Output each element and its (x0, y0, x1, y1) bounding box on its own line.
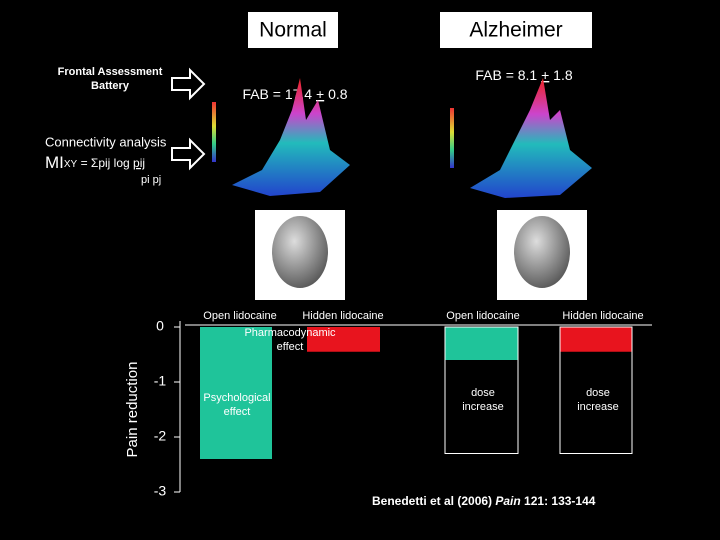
y-axis-label: Pain reduction (124, 362, 141, 458)
header-box (248, 12, 338, 48)
citation-part: Benedetti et al (2006) (372, 494, 495, 508)
surface-plot (212, 78, 350, 196)
bar (200, 327, 272, 459)
arrow (171, 137, 206, 171)
y-tick-label: -3 (154, 483, 167, 499)
formula-part: XY (64, 159, 78, 170)
bar-outline (444, 326, 519, 454)
formula: MIXY = Σpij log pij (45, 153, 145, 172)
header: Alzheimer (469, 19, 562, 42)
fab-pm: + (541, 67, 549, 83)
formula-part: = (77, 156, 91, 170)
y-tick-label: -1 (154, 373, 167, 389)
head (272, 216, 328, 288)
y-tick-label: -2 (154, 428, 167, 444)
arrow (171, 67, 206, 101)
annotation: Psychological (203, 392, 270, 404)
bar (307, 327, 380, 352)
annotation: dose (586, 387, 610, 399)
fab-text: FAB = 8.1 (475, 67, 541, 83)
y-tick-label: 0 (156, 318, 164, 334)
connectivity-label: Connectivity analysis (45, 134, 167, 149)
citation-part: Pain (495, 494, 520, 508)
head (514, 216, 570, 288)
fab-label: Battery (91, 80, 130, 92)
formula-part: MI (45, 153, 64, 172)
x-tick-label: Open lidocaine (446, 310, 519, 322)
formula-part: pi pj (141, 174, 161, 186)
citation: Benedetti et al (2006) Pain 121: 133-144 (372, 494, 596, 508)
fab-text: FAB = 17.4 (242, 86, 316, 102)
citation-part: 121: 133-144 (521, 494, 596, 508)
fab-text: 1.8 (549, 67, 573, 83)
header-box (440, 12, 592, 48)
annotation: effect (224, 406, 251, 418)
formula-part: pij (133, 156, 145, 170)
annotation: dose (471, 387, 495, 399)
fab-pm: + (316, 86, 324, 102)
surface-plot (450, 78, 592, 198)
annotation: Pharmacodynamic (244, 327, 336, 339)
bar (560, 327, 632, 352)
x-tick-label: Hidden lidocaine (302, 310, 383, 322)
formula-part: Σpij log (91, 156, 133, 170)
annotation: increase (462, 401, 504, 413)
x-tick-label: Hidden lidocaine (562, 310, 643, 322)
fab-label: Frontal Assessment (58, 66, 163, 78)
bar (445, 327, 518, 360)
fab-text: 0.8 (324, 86, 348, 102)
bar-outline (559, 326, 633, 454)
header: Normal (259, 19, 327, 42)
annotation: effect (277, 341, 304, 353)
x-tick-label: Open lidocaine (203, 310, 276, 322)
fab-score: FAB = 8.1 + 1.8 (475, 67, 573, 83)
annotation: increase (577, 401, 619, 413)
